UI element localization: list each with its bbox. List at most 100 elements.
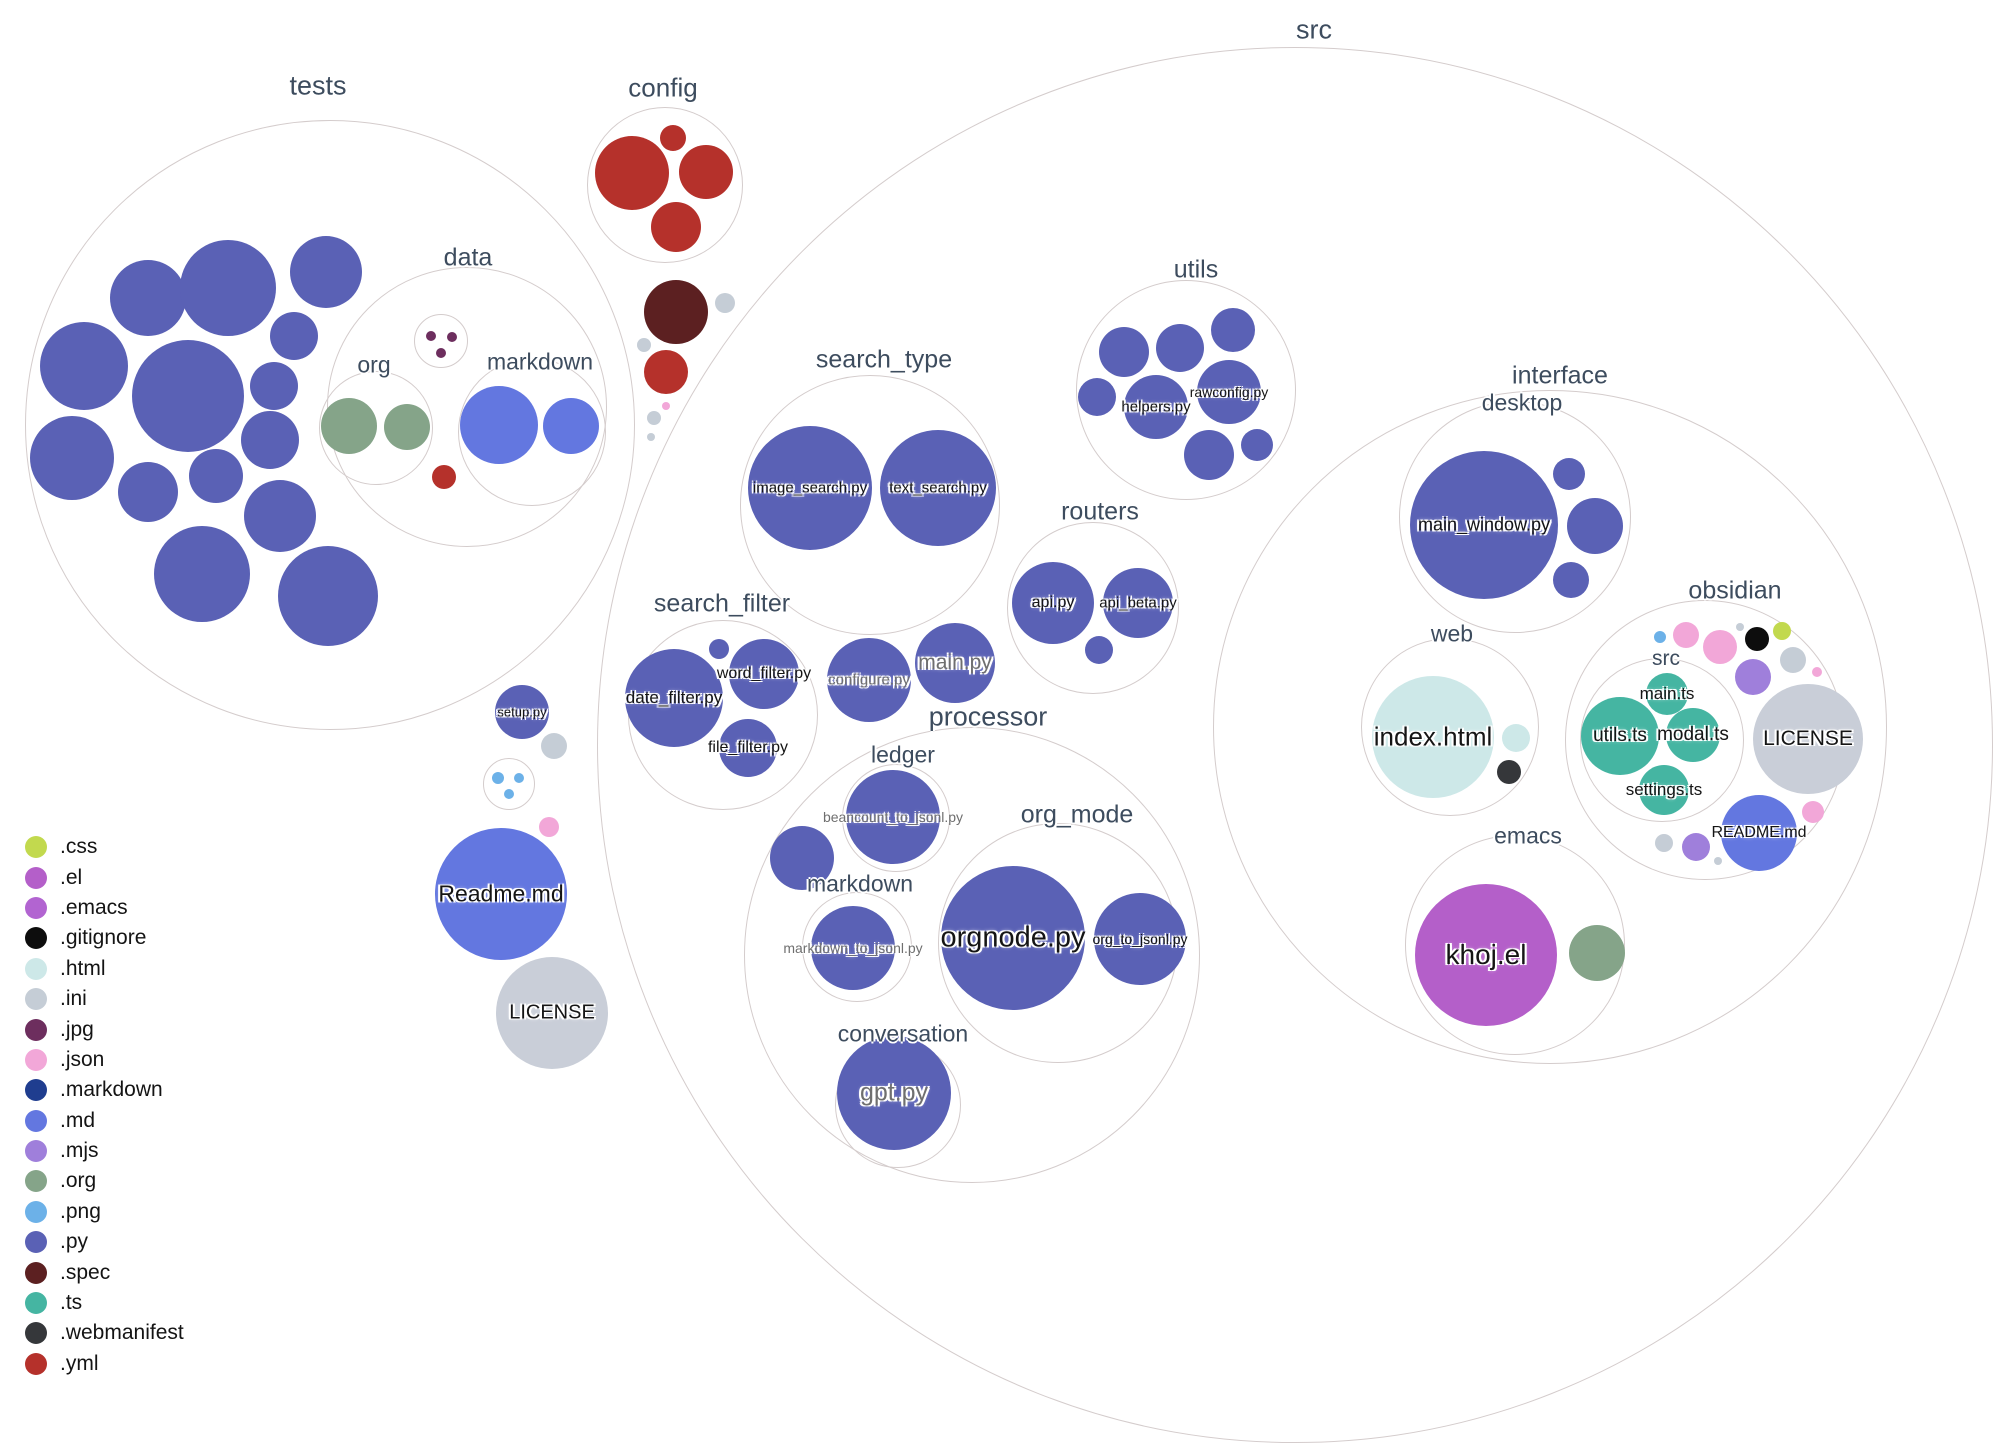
- file-khoj-el-circle[interactable]: [1415, 884, 1557, 1026]
- file-py-dot[interactable]: [1553, 562, 1589, 598]
- file-md-dot[interactable]: [543, 398, 599, 454]
- file-json-dot[interactable]: [1802, 801, 1824, 823]
- file-license-circle[interactable]: [1753, 684, 1863, 794]
- file-settings-ts-circle[interactable]: [1639, 765, 1689, 815]
- file-index-html-circle[interactable]: [1372, 676, 1494, 798]
- file-py-dot[interactable]: [270, 312, 318, 360]
- file-yml-dot[interactable]: [660, 125, 686, 151]
- file-spec-dot[interactable]: [644, 280, 708, 344]
- file-ini-dot[interactable]: [647, 433, 655, 441]
- file-gpt-py-circle[interactable]: [837, 1036, 951, 1150]
- dir-ledger-circle[interactable]: [842, 764, 950, 872]
- file-ini-dot[interactable]: [541, 733, 567, 759]
- file-json-dot[interactable]: [1703, 630, 1737, 664]
- file-api-py-circle[interactable]: [1012, 562, 1094, 644]
- file-py-dot[interactable]: [770, 826, 834, 890]
- file-py-dot[interactable]: [250, 362, 298, 410]
- file-org-dot[interactable]: [1569, 925, 1625, 981]
- file-word-filter-py-circle[interactable]: [729, 639, 799, 709]
- file-gitignore-dot[interactable]: [1745, 627, 1769, 651]
- dir-interface-circle[interactable]: [1213, 390, 1887, 1064]
- file-helpers-py-circle[interactable]: [1124, 375, 1188, 439]
- file-license-circle[interactable]: [496, 957, 608, 1069]
- file-py-dot[interactable]: [110, 260, 186, 336]
- file-py-dot[interactable]: [1241, 429, 1273, 461]
- file-py-dot[interactable]: [40, 322, 128, 410]
- dir-data-org-circle[interactable]: [319, 371, 433, 485]
- file-py-dot[interactable]: [241, 411, 299, 469]
- file-py-dot[interactable]: [189, 449, 243, 503]
- file-main-window-py-circle[interactable]: [1410, 451, 1558, 599]
- file-utils-ts-circle[interactable]: [1581, 697, 1659, 775]
- file-yml-dot[interactable]: [595, 136, 669, 210]
- file-image-search-py-circle[interactable]: [748, 426, 872, 550]
- file-json-dot[interactable]: [1673, 622, 1699, 648]
- file-readme-md-circle[interactable]: [1721, 795, 1797, 871]
- file-rawconfig-py-circle[interactable]: [1197, 360, 1261, 424]
- dir-data-markdown-circle[interactable]: [458, 358, 606, 506]
- file-py-dot[interactable]: [1078, 378, 1116, 416]
- file-py-dot[interactable]: [180, 240, 276, 336]
- file-configure-py-circle[interactable]: [827, 638, 911, 722]
- file-orgnode-py-circle[interactable]: [941, 866, 1085, 1010]
- file-beancount-to-jsonl-py-circle[interactable]: [846, 770, 940, 864]
- file-webmanifest-dot[interactable]: [1497, 760, 1521, 784]
- dir-routers-circle[interactable]: [1007, 522, 1179, 694]
- file-date-filter-py-circle[interactable]: [625, 649, 723, 747]
- file-yml-dot[interactable]: [432, 465, 456, 489]
- file-py-dot[interactable]: [244, 480, 316, 552]
- file-ini-dot[interactable]: [1655, 834, 1673, 852]
- file-py-dot[interactable]: [132, 340, 244, 452]
- file-ini-dot[interactable]: [637, 338, 651, 352]
- file-yml-dot[interactable]: [679, 145, 733, 199]
- file-file-filter-py-circle[interactable]: [719, 719, 777, 777]
- file-markdown-to-jsonl-py-circle[interactable]: [811, 906, 895, 990]
- file-png-dot[interactable]: [492, 772, 504, 784]
- dir-data-jpg-folder-circle[interactable]: [414, 314, 468, 368]
- file-org-dot[interactable]: [384, 404, 430, 450]
- file-org-dot[interactable]: [321, 398, 377, 454]
- file-png-dot[interactable]: [514, 773, 524, 783]
- file-ini-dot[interactable]: [715, 293, 735, 313]
- file-py-dot[interactable]: [1085, 636, 1113, 664]
- file-ini-dot[interactable]: [647, 411, 661, 425]
- file-md-dot[interactable]: [460, 386, 538, 464]
- file-png-dot[interactable]: [1654, 631, 1666, 643]
- file-ini-dot[interactable]: [1714, 857, 1722, 865]
- file-mjs-dot[interactable]: [1682, 833, 1710, 861]
- file-py-dot[interactable]: [1184, 430, 1234, 480]
- file-py-dot[interactable]: [1156, 324, 1204, 372]
- file-ini-dot[interactable]: [1780, 647, 1806, 673]
- dir-web-circle[interactable]: [1361, 638, 1539, 816]
- file-py-dot[interactable]: [30, 416, 114, 500]
- file-main-ts-circle[interactable]: [1646, 673, 1688, 715]
- file-png-dot[interactable]: [504, 789, 514, 799]
- dir-emacs-circle[interactable]: [1405, 835, 1625, 1055]
- file-yml-dot[interactable]: [644, 350, 688, 394]
- file-json-dot[interactable]: [1812, 667, 1822, 677]
- file-py-dot[interactable]: [1099, 327, 1149, 377]
- dir-processor-circle[interactable]: [744, 727, 1200, 1183]
- file-py-dot[interactable]: [1211, 308, 1255, 352]
- dir-root-png-folder-circle[interactable]: [483, 758, 535, 810]
- dir-processor-markdown-circle[interactable]: [802, 892, 912, 1002]
- file-py-dot[interactable]: [709, 639, 729, 659]
- file-py-dot[interactable]: [290, 236, 362, 308]
- file-py-dot[interactable]: [278, 546, 378, 646]
- file-readme-md-circle[interactable]: [435, 828, 567, 960]
- dir-src-circle[interactable]: [597, 47, 1993, 1443]
- file-setup-py-circle[interactable]: [495, 685, 549, 739]
- file-py-dot[interactable]: [118, 462, 178, 522]
- dir-search-type-circle[interactable]: [740, 375, 1000, 635]
- dir-desktop-circle[interactable]: [1399, 401, 1631, 633]
- file-org-to-jsonl-py-circle[interactable]: [1094, 893, 1186, 985]
- file-json-dot[interactable]: [539, 817, 559, 837]
- file-html-dot[interactable]: [1502, 724, 1530, 752]
- dir-utils-circle[interactable]: [1076, 280, 1296, 500]
- file-py-dot[interactable]: [1553, 458, 1585, 490]
- dir-config-circle[interactable]: [587, 107, 743, 263]
- file-modal-ts-circle[interactable]: [1666, 708, 1720, 762]
- file-api-beta-py-circle[interactable]: [1103, 568, 1173, 638]
- file-main-py-circle[interactable]: [915, 623, 995, 703]
- file-mjs-dot[interactable]: [1735, 659, 1771, 695]
